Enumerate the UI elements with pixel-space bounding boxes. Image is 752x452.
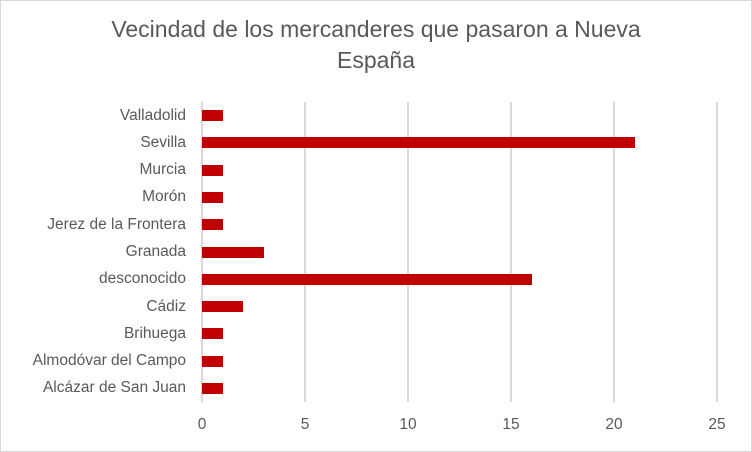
bar-valladolid (202, 110, 223, 122)
tick-label: 10 (399, 416, 417, 433)
category-label: Brihuega (123, 324, 186, 342)
tick-label: 5 (300, 416, 310, 433)
gridline-25 (716, 102, 718, 402)
tick-label: 25 (708, 416, 726, 433)
gridline-20 (613, 102, 615, 402)
bar-granada (202, 246, 264, 258)
gridline-10 (407, 102, 409, 402)
category-label: Murcia (139, 161, 186, 179)
category-label: Jerez de la Frontera (47, 215, 186, 233)
category-label: Morón (142, 188, 186, 206)
tick-label: 0 (197, 416, 207, 433)
bar-cádiz (202, 301, 244, 313)
category-label: Cádiz (146, 297, 186, 315)
category-label: desconocido (98, 270, 186, 288)
category-label: Valladolid (119, 106, 186, 124)
bar-brihuega (202, 328, 223, 340)
category-label: Almodóvar del Campo (32, 352, 186, 370)
tick-label: 15 (502, 416, 520, 433)
bar-morón (202, 191, 223, 203)
bar-almodóvar-del-campo (202, 355, 223, 367)
bar-alcázar-de-san-juan (202, 382, 223, 394)
tick-label: 20 (605, 416, 623, 433)
category-label: Sevilla (140, 133, 186, 151)
chart-title-line-1: Vecindad de los mercanderes que pasaron … (111, 16, 641, 42)
bar-jerez-de-la-frontera (202, 219, 223, 231)
gridline-5 (304, 102, 306, 402)
gridline-15 (510, 102, 512, 402)
bar-sevilla (202, 137, 635, 149)
category-label: Alcázar de San Juan (42, 379, 186, 397)
plot-area (201, 102, 718, 402)
category-label: Granada (125, 243, 186, 260)
bar-desconocido (202, 273, 532, 285)
chart-title-line-2: España (336, 47, 415, 73)
bar-murcia (202, 164, 223, 176)
chart-title: Vecindad de los mercanderes que pasaron … (0, 14, 752, 76)
